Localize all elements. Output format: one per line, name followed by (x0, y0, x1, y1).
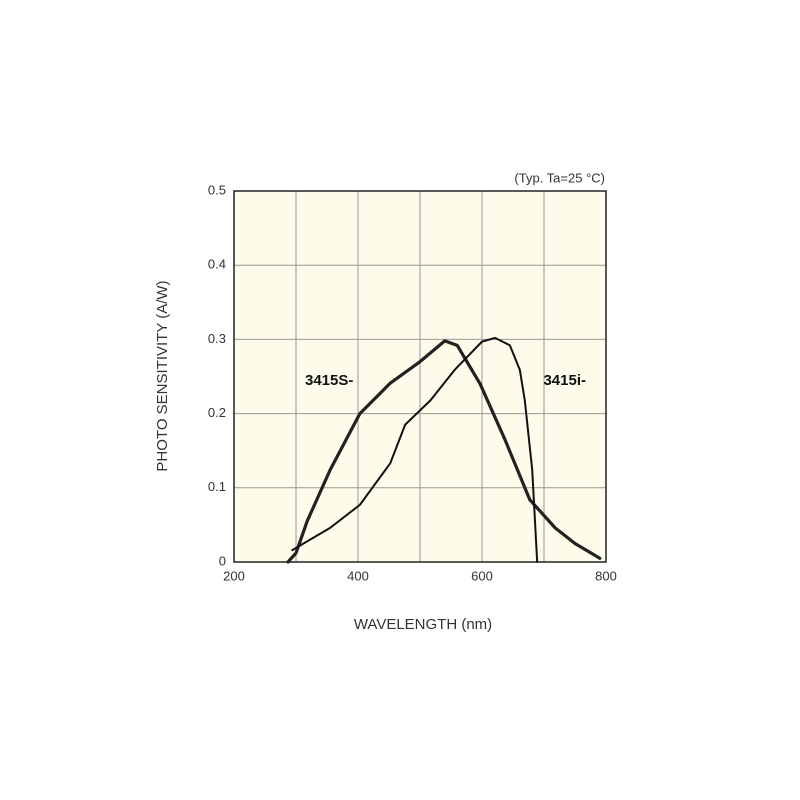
series-line (286, 339, 602, 564)
plot-border (233, 190, 607, 563)
y-tick-label: 0.4 (208, 257, 226, 272)
series-label: 3415S- (305, 372, 353, 389)
y-tick-label: 0 (219, 553, 226, 568)
x-tick-label: 600 (471, 568, 493, 583)
x-tick-label: 800 (595, 568, 617, 583)
series-line (291, 336, 539, 563)
y-tick-label: 0.3 (208, 331, 226, 346)
x-tick-label: 200 (223, 568, 245, 583)
y-tick-label: 0.2 (208, 405, 226, 420)
x-tick-label: 400 (347, 568, 369, 583)
y-axis-label: PHOTO SENSITIVITY (A/W) (154, 280, 171, 471)
y-tick-label: 0.5 (208, 182, 226, 197)
x-axis-label: WAVELENGTH (nm) (354, 616, 492, 633)
y-tick-label: 0.1 (208, 479, 226, 494)
series-label: 3415i- (543, 372, 586, 389)
annotation: (Typ. Ta=25 °C) (514, 170, 605, 185)
